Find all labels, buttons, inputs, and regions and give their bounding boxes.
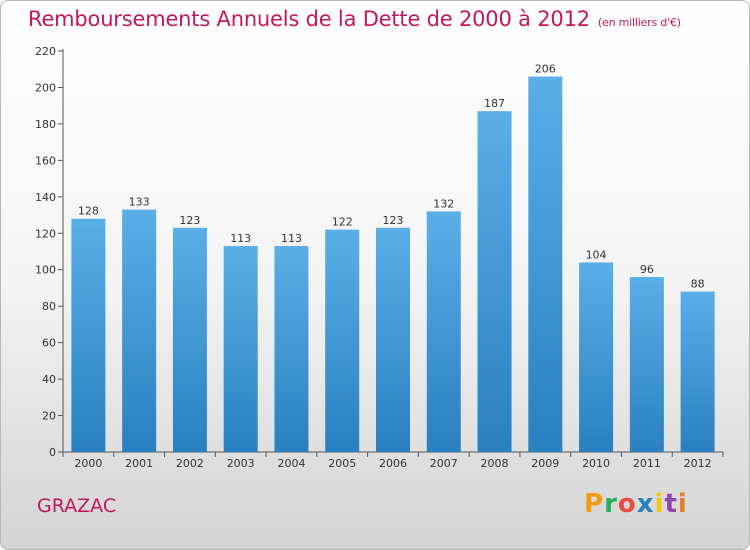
y-tick-label: 0: [49, 446, 56, 459]
logo-letter: P: [584, 489, 605, 519]
bar: [71, 218, 106, 452]
chart-title-line: Remboursements Annuels de la Dette de 20…: [28, 7, 681, 31]
bar: [223, 246, 258, 452]
y-tick-label: 40: [42, 373, 56, 386]
bar: [579, 262, 614, 452]
bar: [680, 291, 715, 452]
y-tick-label: 60: [42, 337, 56, 350]
x-tick-label: 2000: [74, 457, 102, 470]
y-tick-label: 160: [35, 154, 56, 167]
logo-letter: x: [636, 489, 655, 519]
x-tick-label: 2003: [227, 457, 255, 470]
y-tick-label: 80: [42, 300, 56, 313]
city-name: GRAZAC: [37, 495, 117, 517]
x-tick-label: 2001: [125, 457, 153, 470]
chart-unit-note: (en milliers d'€): [597, 16, 681, 29]
logo-letter: r: [604, 489, 618, 519]
proxiti-logo: Proxiti: [584, 489, 688, 519]
bar-value-label: 104: [586, 248, 607, 261]
bar: [629, 277, 664, 452]
x-tick-label: 2012: [684, 457, 712, 470]
logo-letter: i: [677, 489, 688, 519]
bar-value-label: 96: [640, 263, 654, 276]
bar-value-label: 113: [281, 232, 302, 245]
x-tick-label: 2006: [379, 457, 407, 470]
logo-letter: o: [617, 489, 637, 519]
bar: [274, 246, 309, 452]
x-tick-label: 2011: [633, 457, 661, 470]
x-tick-label: 2008: [481, 457, 509, 470]
bar-value-label: 133: [129, 196, 150, 209]
logo-letter: t: [664, 489, 678, 519]
bar: [122, 209, 157, 452]
x-tick-label: 2005: [328, 457, 356, 470]
bar: [477, 111, 512, 453]
y-tick-label: 100: [35, 264, 56, 277]
bar: [426, 211, 461, 452]
y-tick-label: 180: [35, 118, 56, 131]
bar-value-label: 123: [383, 214, 404, 227]
x-tick-label: 2004: [277, 457, 305, 470]
bar: [172, 227, 207, 452]
bar-value-label: 122: [332, 216, 353, 229]
bar-value-label: 123: [179, 214, 200, 227]
x-tick-label: 2009: [531, 457, 559, 470]
y-tick-label: 200: [35, 81, 56, 94]
x-tick-label: 2010: [582, 457, 610, 470]
y-tick-label: 20: [42, 410, 56, 423]
bar-value-label: 113: [230, 232, 251, 245]
x-tick-label: 2002: [176, 457, 204, 470]
bar: [376, 227, 410, 452]
bar: [528, 76, 563, 452]
bar-value-label: 206: [535, 63, 556, 76]
bar: [325, 229, 360, 452]
x-tick-label: 2007: [430, 457, 458, 470]
logo-letter: i: [654, 489, 665, 519]
y-tick-label: 140: [35, 191, 56, 204]
bar-value-label: 187: [484, 97, 505, 110]
bar-value-label: 132: [433, 197, 454, 210]
bar-value-label: 88: [691, 278, 705, 291]
bar-value-label: 128: [78, 205, 99, 218]
y-tick-label: 120: [35, 227, 56, 240]
y-tick-label: 220: [35, 45, 56, 58]
chart-title: Remboursements Annuels de la Dette de 20…: [28, 7, 590, 31]
